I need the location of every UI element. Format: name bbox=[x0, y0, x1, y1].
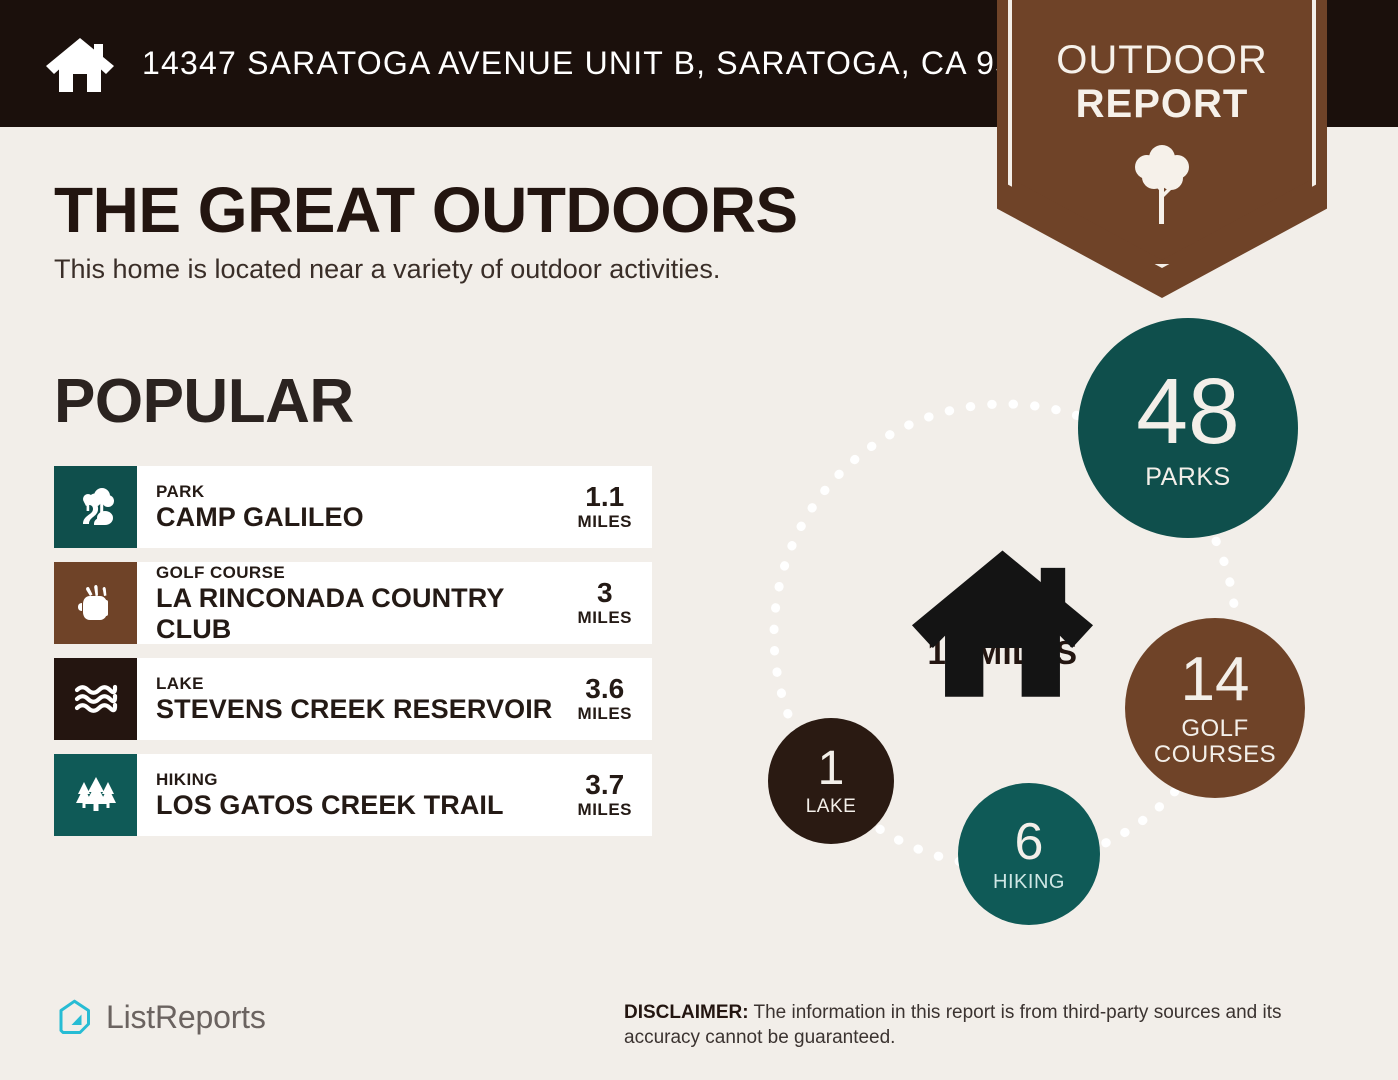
list-item[interactable]: HIKING LOS GATOS CREEK TRAIL 3.7 MILES bbox=[54, 754, 652, 836]
distance-value: 3.7 bbox=[585, 769, 625, 800]
badge-inner-border bbox=[1008, 0, 1316, 268]
hiking-swatch bbox=[54, 754, 137, 836]
page-title: THE GREAT OUTDOORS bbox=[54, 174, 798, 246]
list-item-distance: 3.6 MILES bbox=[568, 674, 640, 724]
badge-title-line2: REPORT bbox=[1075, 82, 1249, 126]
distance-value: 3.6 bbox=[585, 673, 625, 704]
stat-label: HIKING bbox=[993, 870, 1065, 893]
stat-count: 6 bbox=[1014, 812, 1044, 871]
park-swatch bbox=[54, 466, 137, 548]
home-icon bbox=[44, 32, 116, 96]
stat-count: 14 bbox=[1180, 645, 1250, 715]
water-waves-icon bbox=[73, 676, 119, 722]
list-item-name: LOS GATOS CREEK TRAIL bbox=[156, 790, 504, 820]
golf-bag-icon bbox=[73, 580, 119, 626]
page-subtitle: This home is located near a variety of o… bbox=[54, 254, 721, 284]
list-item-distance: 1.1 MILES bbox=[568, 482, 640, 532]
lake-swatch bbox=[54, 658, 137, 740]
stat-bubble-golf-courses[interactable]: 14 GOLF COURSES bbox=[1125, 618, 1305, 798]
list-item-distance: 3 MILES bbox=[568, 578, 640, 628]
home-icon bbox=[911, 540, 1094, 697]
list-item[interactable]: PARK CAMP GALILEO 1.1 MILES bbox=[54, 466, 652, 548]
stat-bubble-hiking[interactable]: 6 HIKING bbox=[958, 783, 1100, 925]
stat-label-line2: COURSES bbox=[1153, 740, 1277, 768]
stat-count: 1 bbox=[817, 742, 845, 796]
distance-unit: MILES bbox=[577, 704, 632, 723]
distance-value: 3 bbox=[596, 577, 613, 608]
popular-list: PARK CAMP GALILEO 1.1 MILES bbox=[54, 466, 652, 850]
distance-value: 1.1 bbox=[585, 481, 625, 512]
list-item-name: CAMP GALILEO bbox=[156, 502, 364, 532]
stat-bubble-lake[interactable]: 1 LAKE bbox=[768, 718, 894, 844]
list-item-category: LAKE bbox=[156, 674, 204, 693]
list-item-name: STEVENS CREEK RESERVOIR bbox=[156, 694, 553, 724]
list-item-category: GOLF COURSE bbox=[156, 562, 286, 582]
list-item[interactable]: GOLF COURSE LA RINCONADA COUNTRY CLUB 3 … bbox=[54, 562, 652, 644]
disclaimer: DISCLAIMER: The information in this repo… bbox=[624, 1000, 1344, 1050]
diagram-center-label: WITHIN 10 MILES bbox=[905, 540, 1100, 697]
distance-unit: MILES bbox=[577, 800, 632, 819]
list-item-category: PARK bbox=[156, 482, 205, 501]
property-address: 14347 SARATOGA AVENUE UNIT B, SARATOGA, … bbox=[142, 45, 1072, 81]
stat-label: GOLF bbox=[1181, 715, 1249, 743]
outdoor-report-badge: OUTDOOR REPORT bbox=[997, 0, 1327, 298]
listreports-house-icon bbox=[56, 998, 94, 1036]
disclaimer-text: The information in this report is from t… bbox=[624, 1002, 1282, 1048]
list-item-name: LA RINCONADA COUNTRY CLUB bbox=[156, 582, 504, 644]
distance-unit: MILES bbox=[577, 608, 632, 627]
stat-label: PARKS bbox=[1145, 463, 1231, 492]
listreports-logo[interactable]: ListReports bbox=[56, 998, 266, 1036]
popular-section-heading: POPULAR bbox=[54, 367, 354, 436]
listreports-wordmark: ListReports bbox=[106, 998, 266, 1035]
badge-title-line1: OUTDOOR bbox=[1056, 38, 1268, 82]
distance-unit: MILES bbox=[577, 512, 632, 531]
stat-bubble-parks[interactable]: 48 PARKS bbox=[1078, 318, 1298, 538]
list-item-distance: 3.7 MILES bbox=[568, 770, 640, 820]
golf-swatch bbox=[54, 562, 137, 644]
disclaimer-label: DISCLAIMER: bbox=[624, 1002, 749, 1023]
pine-trees-icon bbox=[73, 772, 119, 818]
park-tree-path-icon bbox=[73, 484, 119, 530]
stat-count: 48 bbox=[1136, 359, 1240, 464]
within-10-miles-diagram: 48 PARKS 14 GOLF COURSES 6 HIKING 1 LAKE… bbox=[700, 300, 1360, 950]
list-item[interactable]: LAKE STEVENS CREEK RESERVOIR 3.6 MILES bbox=[54, 658, 652, 740]
list-item-category: HIKING bbox=[156, 770, 218, 789]
tree-icon bbox=[1127, 140, 1197, 226]
stat-label: LAKE bbox=[805, 796, 857, 818]
